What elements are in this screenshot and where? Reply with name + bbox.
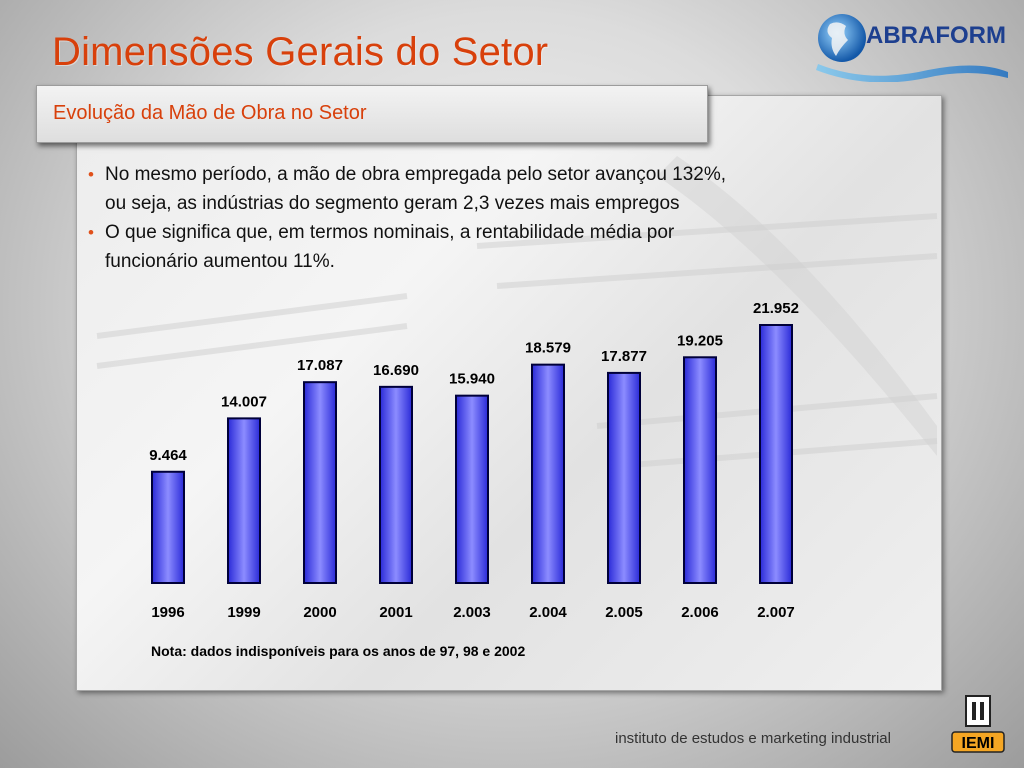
value-label: 17.877 (601, 348, 647, 365)
bar-1999 (227, 417, 261, 585)
bullet-item: • No mesmo período, a mão de obra empreg… (88, 160, 918, 218)
bullet-list: • No mesmo período, a mão de obra empreg… (88, 160, 918, 276)
x-tick-label: 2.003 (453, 604, 491, 621)
value-label: 14.007 (221, 393, 267, 410)
x-tick-label: 2.007 (757, 604, 795, 621)
bullet-line: funcionário aumentou 11%. (105, 251, 335, 272)
chart-note: Nota: dados indisponíveis para os anos d… (151, 643, 526, 659)
value-label: 21.952 (753, 300, 799, 317)
bar-2001 (379, 385, 413, 584)
subtitle-box: Evolução da Mão de Obra no Setor (36, 85, 708, 143)
bar-2.005 (607, 371, 641, 584)
bullet-line: No mesmo período, a mão de obra empregad… (105, 164, 727, 185)
x-tick-label: 1999 (227, 604, 260, 621)
x-tick-label: 2.006 (681, 604, 719, 621)
bullet-item: • O que significa que, em termos nominai… (88, 218, 918, 276)
x-tick-label: 2.005 (605, 604, 643, 621)
bar-1996 (151, 470, 185, 585)
value-label: 17.087 (297, 357, 343, 374)
bullet-line: ou seja, as indústrias do segmento geram… (105, 193, 680, 214)
footer-text: instituto de estudos e marketing industr… (615, 730, 891, 747)
bar-2.004 (531, 363, 565, 584)
subtitle: Evolução da Mão de Obra no Setor (53, 102, 367, 124)
x-tick-label: 2.004 (529, 604, 567, 621)
x-tick-label: 2001 (379, 604, 412, 621)
iemi-logo: IEMI (951, 695, 1005, 753)
bullet-line: O que significa que, em termos nominais,… (105, 222, 675, 243)
slide-title: Dimensões Gerais do Setor (52, 30, 549, 74)
bullet-dot-icon: • (88, 223, 94, 242)
value-label: 19.205 (677, 332, 723, 349)
bar-2000 (303, 381, 337, 585)
value-label: 15.940 (449, 371, 495, 388)
newspaper-texture (96, 156, 938, 469)
svg-text:ABRAFORM: ABRAFORM (866, 22, 1006, 49)
value-label: 16.690 (373, 362, 419, 379)
bar-2.003 (455, 394, 489, 585)
svg-text:IEMI: IEMI (962, 735, 995, 752)
x-tick-label: 1996 (151, 604, 184, 621)
value-label: 18.579 (525, 340, 571, 357)
content-panel (76, 95, 942, 691)
bar-2.007 (759, 324, 793, 584)
x-tick-label: 2000 (303, 604, 336, 621)
bullet-dot-icon: • (88, 165, 94, 184)
value-label: 9.464 (149, 447, 187, 464)
abraform-logo: ABRAFORM (816, 14, 1008, 82)
bar-2.006 (683, 356, 717, 584)
